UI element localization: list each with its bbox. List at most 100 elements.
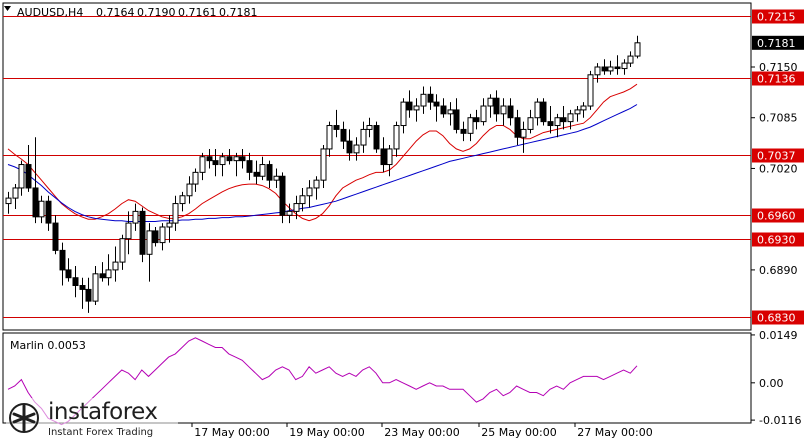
candle-body-down: [433, 101, 440, 107]
candle-body-down: [25, 164, 32, 189]
candle-body-up: [146, 230, 153, 255]
candle-body-down: [99, 273, 106, 279]
candle-body-down: [440, 105, 447, 115]
level-price-tag: [752, 71, 804, 86]
candle-body-up: [393, 125, 400, 150]
candle-body-up: [554, 117, 561, 127]
candle: [587, 70, 594, 110]
instaforex-logo-icon: [9, 403, 39, 433]
candle: [320, 145, 327, 188]
candle: [366, 117, 373, 138]
price-tick-label: 0.6890: [759, 264, 798, 277]
candle-body-down: [453, 109, 460, 130]
watermark-tagline: Instant Forex Trading: [48, 427, 154, 438]
candle-body-up: [594, 66, 601, 76]
candle: [380, 137, 387, 173]
candle-body-up: [480, 105, 487, 123]
price-tick-label: 0.7150: [759, 61, 798, 74]
candle: [614, 55, 621, 75]
time-tick-label: 27 May 00:00: [577, 426, 652, 439]
candle: [607, 60, 614, 75]
candle: [487, 94, 494, 118]
candle-body-up: [125, 222, 132, 240]
candle-body-up: [634, 42, 641, 57]
candle: [453, 98, 460, 134]
candle: [627, 51, 634, 67]
candle: [293, 195, 300, 220]
candle: [119, 234, 126, 270]
slow-ma-line: [7, 104, 638, 222]
candle-body-up: [627, 55, 634, 64]
candle-body-up: [500, 105, 507, 115]
candle-body-down: [380, 148, 387, 166]
candle-body-up: [286, 210, 293, 216]
candle-body-up: [219, 156, 226, 166]
candle: [527, 109, 534, 134]
indicator-tick-label: 0.00: [759, 377, 784, 390]
candle: [159, 223, 166, 251]
level-price-tag: [752, 232, 804, 247]
candle: [206, 148, 213, 169]
candle-body-up: [413, 105, 420, 111]
candle: [99, 262, 106, 282]
symbol-label: AUDUSD,H4: [17, 6, 83, 19]
candle-body-up: [527, 117, 534, 130]
candle-body-down: [239, 156, 246, 162]
candle-body-down: [72, 277, 79, 287]
candle: [199, 152, 206, 181]
candle-body-up: [166, 222, 173, 228]
candle: [32, 137, 39, 224]
candle: [601, 59, 608, 75]
ohlc-high: 0.7190: [137, 6, 176, 19]
instaforex-watermark: instaforex Instant Forex Trading: [6, 398, 178, 442]
candle: [580, 102, 587, 118]
indicator-tick-label: 0.0149: [759, 329, 798, 342]
candle: [400, 98, 407, 134]
candle: [146, 223, 153, 282]
candle-body-down: [206, 156, 213, 162]
candle-body-down: [139, 210, 146, 255]
candle-body-down: [246, 160, 253, 173]
candle: [346, 129, 353, 161]
candle-body-up: [353, 144, 360, 154]
candle: [460, 121, 467, 142]
candle-body-up: [447, 109, 454, 115]
candle: [79, 277, 86, 309]
candle: [25, 145, 32, 192]
candle: [333, 109, 340, 138]
collapse-triangle-icon[interactable]: [4, 6, 11, 11]
level-price-label: 0.6960: [757, 210, 796, 223]
candle-body-up: [199, 156, 206, 173]
candle: [92, 266, 99, 306]
candle: [567, 109, 574, 130]
level-price-tag: [752, 9, 804, 24]
time-tick-label: 17 May 00:00: [194, 426, 269, 439]
candle: [219, 152, 226, 177]
candle-body-up: [38, 200, 45, 218]
candle: [52, 215, 59, 255]
candle: [360, 121, 367, 153]
moving-averages: [7, 83, 638, 222]
candle: [212, 148, 219, 177]
candle: [326, 121, 333, 157]
candle: [420, 86, 427, 114]
candle: [139, 207, 146, 263]
candle: [373, 121, 380, 153]
candle-body-down: [65, 269, 72, 279]
candle-body-down: [340, 128, 347, 142]
candle-body-up: [360, 128, 367, 146]
candle-body-down: [601, 66, 608, 72]
candle-body-down: [253, 171, 260, 177]
candle: [507, 98, 514, 126]
candle: [266, 160, 273, 188]
candle: [406, 90, 413, 118]
candle: [233, 152, 240, 177]
candle-body-down: [79, 285, 86, 290]
indicator-label: Marlin 0.0053: [10, 339, 86, 352]
candle-body-down: [540, 101, 547, 123]
candle-body-up: [92, 273, 99, 302]
fast-ma-line: [7, 83, 638, 222]
candle-body-down: [52, 222, 59, 251]
candle: [112, 246, 119, 282]
